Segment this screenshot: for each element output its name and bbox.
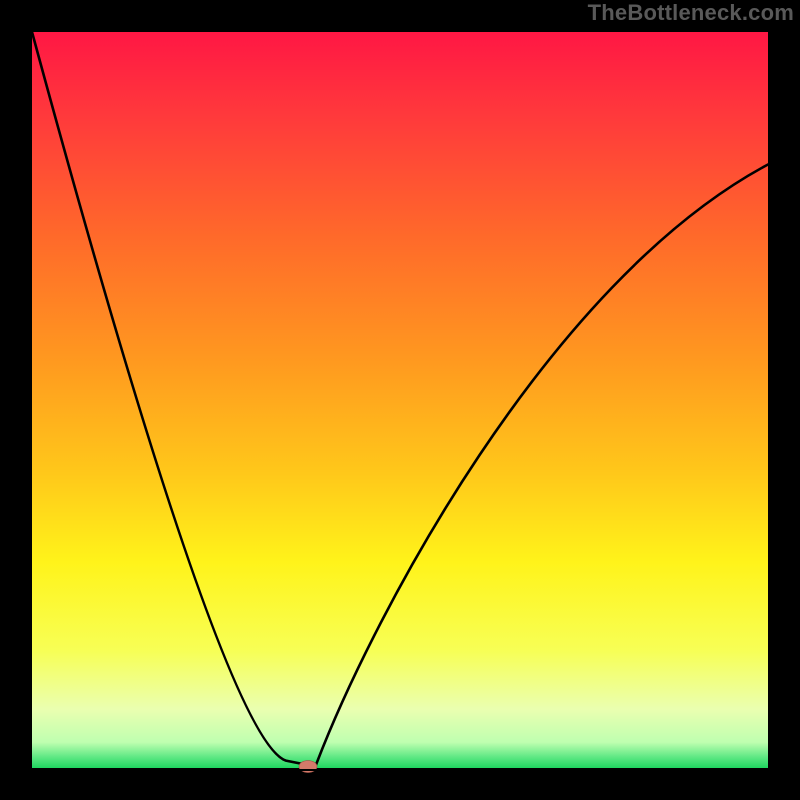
plot-background bbox=[32, 32, 768, 768]
bottleneck-chart bbox=[0, 0, 800, 800]
attribution-text: TheBottleneck.com bbox=[588, 0, 794, 26]
